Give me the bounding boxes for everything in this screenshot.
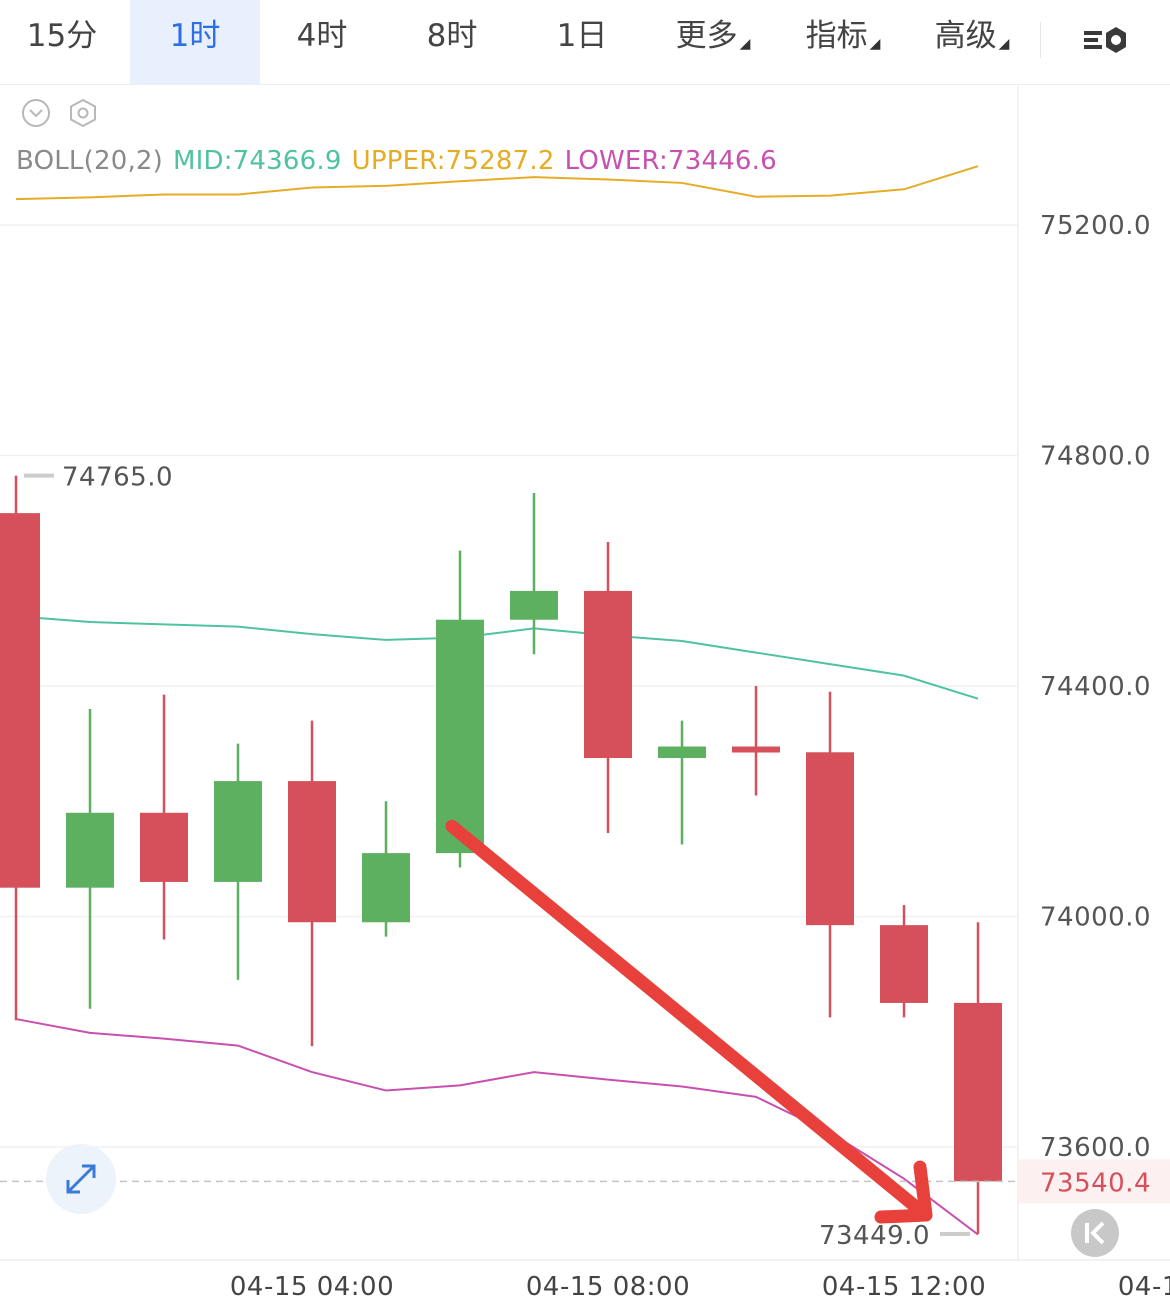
tab-label: 指标 [805,18,868,54]
tab-label: 15分 [26,18,98,54]
annotation-arrow-shaft [445,819,923,1214]
candle-body [362,853,410,923]
x-tick-label: 04-15 12:00 [822,1272,986,1302]
tab-7[interactable]: 高级 ◢ [907,0,1037,84]
x-tick-label: 04-15 08:00 [526,1272,690,1302]
boll-legend: BOLL(20,2) MID:74366.9 UPPER:75287.2 LOWER:… [16,146,787,176]
candle-body [66,812,114,888]
dropdown-caret-icon: ◢ [869,36,881,52]
y-tick-label: 74000.0 [1040,903,1151,933]
tab-divider [1040,22,1041,58]
y-tick-label: 75200.0 [1040,211,1151,241]
last-price-badge [1018,1159,1170,1204]
candle-body [288,781,336,923]
last-price-label: 73540.4 [1040,1168,1151,1198]
tab-label: 4时 [296,18,348,54]
tab-4[interactable]: 1日 [517,0,647,84]
tab-1[interactable]: 1时 [130,0,260,84]
chevron-down-circle-icon[interactable] [21,98,51,128]
candle-body [658,746,706,759]
min-marker-label: 73449.0 [819,1221,930,1251]
legend-lower: LOWER:73446.6 [564,146,777,176]
hexagon-gear-icon[interactable] [68,98,98,128]
tab-2[interactable]: 4时 [257,0,387,84]
annotation-arrow-head [874,1160,933,1224]
candle-body [436,619,484,854]
boll-mid-line [15,615,979,700]
tab-5[interactable]: 更多 ◢ [648,0,778,84]
boll-upper-line [15,165,979,201]
timeframe-tabs: 15分 1时 4时 8时 1日 更多 ◢ 指标 ◢ 高级 ◢ [0,0,1170,85]
candle-body [880,925,928,1003]
candle-body [732,746,780,753]
dropdown-caret-icon: ◢ [739,36,751,52]
boll-lower-line [15,1018,979,1236]
legend-mid: MID:74366.9 [173,146,342,176]
candle-body [0,513,40,888]
candle-body [510,590,558,620]
y-tick-label: 74800.0 [1040,442,1151,472]
candlestick-settings-icon[interactable] [1080,20,1130,60]
x-tick-label: 04-15 04:00 [230,1272,394,1302]
y-tick-label: 74400.0 [1040,672,1151,702]
tab-0[interactable]: 15分 [0,0,127,84]
tab-3[interactable]: 8时 [387,0,517,84]
tab-label: 1日 [556,18,608,54]
back-to-latest-icon[interactable] [1071,1209,1119,1257]
tab-label: 高级 [934,18,997,54]
tab-6[interactable]: 指标 ◢ [778,0,908,84]
max-marker-label: 74765.0 [62,463,173,493]
expand-arrows-icon[interactable] [46,1144,116,1214]
candle-body [954,1002,1002,1182]
legend-upper: UPPER:75287.2 [351,146,555,176]
y-tick-label: 73600.0 [1040,1133,1151,1163]
tab-label: 1时 [169,18,221,54]
legend-indicator-name: BOLL(20,2) [16,146,163,176]
candle-body [584,590,632,759]
dropdown-caret-icon: ◢ [998,36,1010,52]
candle-body [214,781,262,882]
tab-label: 更多 [675,18,738,54]
x-tick-label: 04-15 16:00 [1118,1272,1170,1302]
tab-label: 8时 [426,18,478,54]
candle-body [806,752,854,926]
candle-body [140,812,188,882]
